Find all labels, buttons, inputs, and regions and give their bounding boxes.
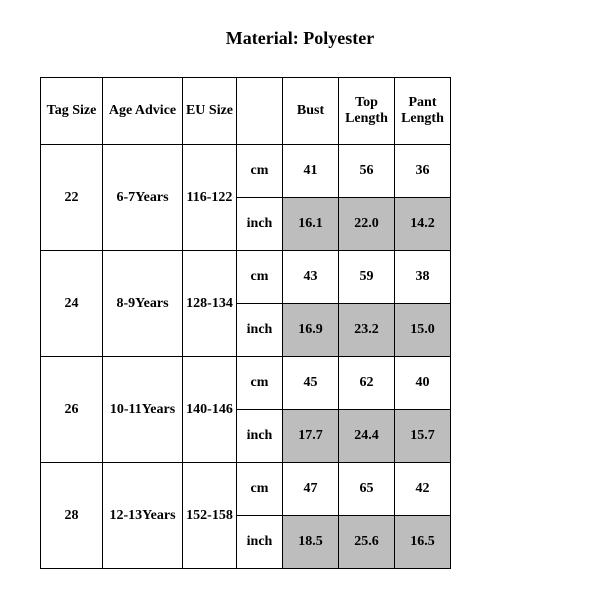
cell-age: 12-13Years [103, 463, 183, 569]
cell-top: 62 [339, 357, 395, 410]
cell-pant: 14.2 [395, 198, 451, 251]
size-table: Tag Size Age Advice EU Size Bust Top Len… [40, 77, 451, 569]
cell-top: 65 [339, 463, 395, 516]
col-bust: Bust [283, 78, 339, 145]
page: Material: Polyester Tag Size Age Advice … [0, 0, 600, 600]
page-title: Material: Polyester [0, 28, 600, 49]
cell-unit: inch [237, 410, 283, 463]
cell-bust: 41 [283, 145, 339, 198]
cell-bust: 18.5 [283, 516, 339, 569]
cell-pant: 40 [395, 357, 451, 410]
cell-tag: 26 [41, 357, 103, 463]
col-tag: Tag Size [41, 78, 103, 145]
cell-top: 22.0 [339, 198, 395, 251]
col-unit [237, 78, 283, 145]
cell-bust: 16.9 [283, 304, 339, 357]
cell-top: 25.6 [339, 516, 395, 569]
cell-tag: 22 [41, 145, 103, 251]
cell-pant: 42 [395, 463, 451, 516]
col-age: Age Advice [103, 78, 183, 145]
cell-unit: cm [237, 357, 283, 410]
cell-unit: cm [237, 145, 283, 198]
cell-unit: cm [237, 251, 283, 304]
cell-bust: 17.7 [283, 410, 339, 463]
cell-eu: 152-158 [183, 463, 237, 569]
cell-bust: 43 [283, 251, 339, 304]
cell-bust: 16.1 [283, 198, 339, 251]
cell-unit: inch [237, 516, 283, 569]
cell-bust: 47 [283, 463, 339, 516]
cell-eu: 140-146 [183, 357, 237, 463]
col-eu: EU Size [183, 78, 237, 145]
cell-pant: 15.0 [395, 304, 451, 357]
cell-top: 23.2 [339, 304, 395, 357]
cell-unit: inch [237, 304, 283, 357]
cell-top: 24.4 [339, 410, 395, 463]
cell-tag: 28 [41, 463, 103, 569]
table-row: 24 8-9Years 128-134 cm 43 59 38 [41, 251, 451, 304]
table-row: 22 6-7Years 116-122 cm 41 56 36 [41, 145, 451, 198]
cell-pant: 36 [395, 145, 451, 198]
col-pant: Pant Length [395, 78, 451, 145]
cell-pant: 38 [395, 251, 451, 304]
table-row: 26 10-11Years 140-146 cm 45 62 40 [41, 357, 451, 410]
col-top: Top Length [339, 78, 395, 145]
cell-pant: 15.7 [395, 410, 451, 463]
cell-bust: 45 [283, 357, 339, 410]
table-header-row: Tag Size Age Advice EU Size Bust Top Len… [41, 78, 451, 145]
cell-unit: cm [237, 463, 283, 516]
cell-age: 6-7Years [103, 145, 183, 251]
cell-age: 10-11Years [103, 357, 183, 463]
cell-eu: 128-134 [183, 251, 237, 357]
cell-unit: inch [237, 198, 283, 251]
cell-age: 8-9Years [103, 251, 183, 357]
cell-eu: 116-122 [183, 145, 237, 251]
cell-pant: 16.5 [395, 516, 451, 569]
table-row: 28 12-13Years 152-158 cm 47 65 42 [41, 463, 451, 516]
cell-top: 56 [339, 145, 395, 198]
cell-top: 59 [339, 251, 395, 304]
cell-tag: 24 [41, 251, 103, 357]
